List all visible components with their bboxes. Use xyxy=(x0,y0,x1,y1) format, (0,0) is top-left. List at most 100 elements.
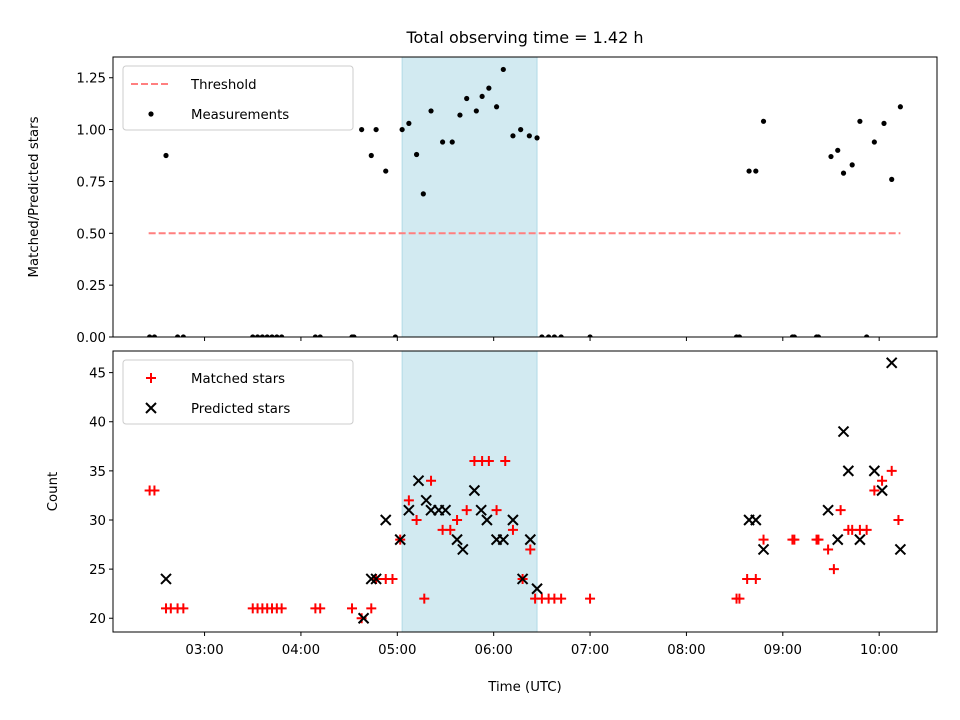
predicted-stars-point xyxy=(868,465,881,477)
y-tick-label: 30 xyxy=(89,514,106,529)
measurement-point xyxy=(264,334,270,337)
legend-swatch-matched xyxy=(146,373,156,383)
matched-stars-point xyxy=(835,505,846,516)
matched-stars-point xyxy=(893,514,904,525)
measurement-point xyxy=(815,334,822,337)
predicted-stars-point xyxy=(885,357,898,369)
x-tick-label: 06:00 xyxy=(475,643,513,658)
predicted-stars-point xyxy=(451,533,463,546)
y-tick-label: 35 xyxy=(89,465,106,480)
measurement-point xyxy=(746,168,752,174)
legend-label: Threshold xyxy=(190,78,257,93)
matched-stars-point xyxy=(347,603,358,614)
predicted-stars-point xyxy=(420,494,432,507)
top-y-axis-label: Matched/Predicted stars xyxy=(27,116,42,277)
legend-swatch-measurements xyxy=(148,111,154,117)
predicted-stars-point xyxy=(160,573,172,585)
measurement-point xyxy=(558,334,564,337)
measurement-point xyxy=(392,334,398,337)
measurement-point xyxy=(428,108,434,114)
y-tick-label: 40 xyxy=(89,416,106,431)
chart-title: Total observing time = 1.42 h xyxy=(405,28,643,47)
predicted-stars-point xyxy=(380,514,392,526)
measurement-point xyxy=(383,168,389,174)
measurement-point xyxy=(254,334,261,337)
predicted-stars-point xyxy=(357,612,370,624)
matched-stars-point xyxy=(556,593,567,604)
matched-stars-point xyxy=(491,505,502,516)
predicted-stars-point xyxy=(894,543,907,556)
matched-stars-point xyxy=(507,524,518,535)
matched-stars-point xyxy=(149,485,160,496)
measurement-point xyxy=(753,168,759,174)
measurement-point xyxy=(440,139,446,145)
matched-stars-point xyxy=(483,456,494,467)
measurement-point xyxy=(518,126,524,133)
predicted-stars-point xyxy=(365,573,377,585)
measurement-point xyxy=(889,176,895,182)
y-tick-label: 0.50 xyxy=(76,227,106,242)
matched-stars-point xyxy=(877,475,888,486)
x-axis-label: Time (UTC) xyxy=(487,680,562,695)
matched-stars-point xyxy=(869,485,880,496)
measurement-point xyxy=(174,334,181,337)
predicted-stars-point xyxy=(403,504,415,516)
legend-label: Predicted stars xyxy=(191,402,290,417)
measurement-point xyxy=(736,334,743,337)
matched-stars-point xyxy=(525,544,536,555)
measurement-point xyxy=(500,66,506,73)
legend-label: Matched stars xyxy=(191,372,285,387)
measurement-point xyxy=(163,152,169,159)
measurement-point xyxy=(413,151,420,158)
predicted-stars-point xyxy=(842,465,855,477)
measurement-point xyxy=(526,133,532,139)
matched-stars-point xyxy=(461,505,472,516)
predicted-stars-point xyxy=(457,543,469,556)
matched-stars-point xyxy=(452,514,463,525)
matched-stars-point xyxy=(886,465,897,476)
observing-window-span xyxy=(401,56,538,338)
measurement-point xyxy=(399,126,405,133)
measurement-point xyxy=(406,120,412,126)
legend xyxy=(122,65,354,131)
matched-stars-point xyxy=(315,603,326,614)
measurement-point xyxy=(486,85,492,91)
measurement-point xyxy=(849,162,855,168)
measurement-point xyxy=(449,139,455,145)
legend xyxy=(122,359,354,425)
predicted-stars-point xyxy=(750,514,762,526)
x-tick-label: 07:00 xyxy=(571,643,609,658)
predicted-stars-point xyxy=(394,533,406,546)
measurement-point xyxy=(534,135,540,141)
x-tick-label: 05:00 xyxy=(378,643,416,658)
measurement-point xyxy=(274,334,280,337)
top-panel-ratio-plot: 0.00 0.25 0.50 0.75 1.00 1.25 Threshold Measure… xyxy=(76,56,938,346)
measurement-point xyxy=(250,334,256,337)
measurement-point xyxy=(881,120,887,126)
x-tick-label: 10:00 xyxy=(860,643,898,658)
y-tick-label: 20 xyxy=(89,612,106,627)
predicted-stars-point xyxy=(481,514,493,526)
matched-stars-point xyxy=(789,534,800,545)
x-tick-label: 09:00 xyxy=(764,643,802,658)
matched-stars-point xyxy=(828,564,839,575)
predicted-stars-point xyxy=(370,573,382,585)
measurement-point xyxy=(151,334,158,337)
matched-stars-point xyxy=(366,603,377,614)
measurement-point xyxy=(864,334,870,337)
matched-stars-point xyxy=(861,524,872,535)
matched-stars-point xyxy=(419,593,430,604)
measurement-point xyxy=(180,334,186,337)
measurement-point xyxy=(840,170,847,176)
matched-stars-point xyxy=(276,603,287,614)
matched-stars-point xyxy=(750,573,761,584)
measurement-point xyxy=(493,104,500,110)
measurement-point xyxy=(269,334,275,337)
measurement-point xyxy=(539,334,545,337)
matched-stars-point xyxy=(403,495,414,506)
y-tick-label: 0.25 xyxy=(76,279,106,294)
measurement-point xyxy=(587,334,593,337)
predicted-stars-point xyxy=(475,504,487,516)
measurement-point xyxy=(835,147,841,153)
